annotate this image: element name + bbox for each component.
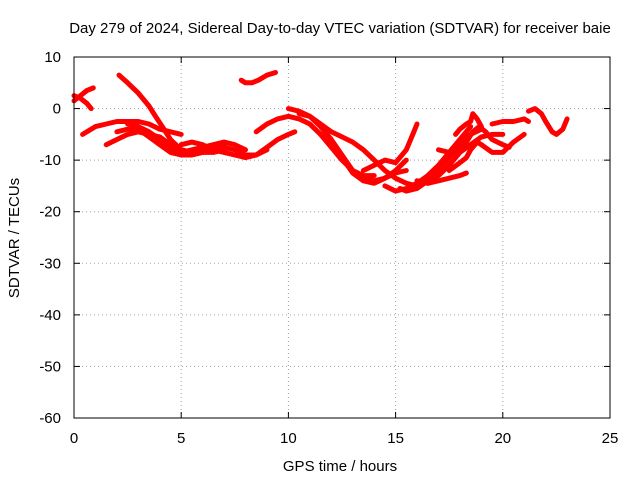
series-line-arc-07 xyxy=(125,121,248,155)
x-tick-labels: 0 5 10 15 20 25 xyxy=(70,430,619,447)
x-tick-label: 15 xyxy=(387,430,404,447)
y-tick-label: -60 xyxy=(39,410,61,427)
x-tick-label: 20 xyxy=(494,430,511,447)
series-line-arc-23 xyxy=(489,116,531,127)
x-tick-label: 25 xyxy=(602,430,619,447)
plot-frame xyxy=(73,56,611,419)
y-tick-label: -20 xyxy=(39,204,61,221)
y-tick-label: -30 xyxy=(39,255,61,272)
series-line-arc-19 xyxy=(425,124,512,186)
series-line-arc-14 xyxy=(318,131,409,186)
series-layer xyxy=(71,70,570,194)
chart-title: Day 279 of 2024, Sidereal Day-to-day VTE… xyxy=(69,20,611,37)
series-line-arc-20 xyxy=(436,131,506,155)
series-line-arc-12 xyxy=(285,106,409,184)
y-tick-labels: -60 -50 -40 -30 -20 -10 0 10 xyxy=(39,49,61,427)
x-tick-label: 10 xyxy=(280,430,297,447)
series-line-arc-13 xyxy=(296,111,420,189)
axis-ticks xyxy=(73,56,611,419)
series-line-arc-24 xyxy=(526,106,570,137)
x-axis-label: GPS time / hours xyxy=(283,458,397,475)
series-line-arc-21 xyxy=(446,131,527,173)
y-tick-label: 0 xyxy=(53,101,61,118)
series-line-arc-22 xyxy=(453,111,484,137)
y-tick-label: -50 xyxy=(39,358,61,375)
series-line-arc-02 xyxy=(71,85,96,104)
y-axis-label: SDTVAR / TECUs xyxy=(6,178,23,298)
series-line-arc-15 xyxy=(360,121,420,173)
x-tick-label: 0 xyxy=(70,430,78,447)
y-tick-label: -40 xyxy=(39,307,61,324)
y-tick-label: -10 xyxy=(39,152,61,169)
y-tick-label: 10 xyxy=(44,49,61,66)
series-line-arc-10 xyxy=(238,70,278,86)
x-tick-label: 5 xyxy=(177,430,185,447)
series-line-arc-09 xyxy=(200,129,298,158)
